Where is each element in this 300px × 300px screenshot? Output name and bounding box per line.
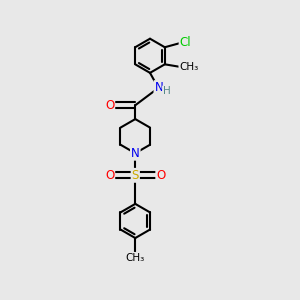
Text: CH₃: CH₃ xyxy=(126,253,145,263)
Text: H: H xyxy=(163,86,171,96)
Text: O: O xyxy=(156,169,166,182)
Text: O: O xyxy=(105,99,114,112)
Text: Cl: Cl xyxy=(180,36,191,49)
Text: S: S xyxy=(132,169,139,182)
Text: N: N xyxy=(154,81,163,94)
Text: N: N xyxy=(131,147,140,160)
Text: CH₃: CH₃ xyxy=(179,62,199,72)
Text: O: O xyxy=(105,169,114,182)
